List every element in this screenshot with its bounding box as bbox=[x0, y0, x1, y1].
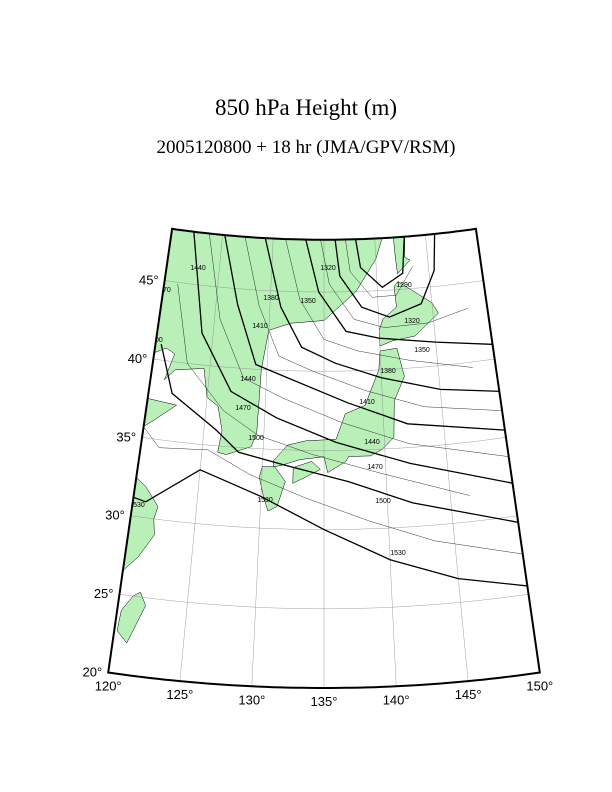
land bbox=[259, 466, 286, 512]
contour-label: 1440 bbox=[240, 376, 256, 383]
land bbox=[378, 281, 439, 347]
contour-label: 1320 bbox=[320, 265, 336, 272]
land bbox=[108, 456, 159, 599]
map-title: 850 hPa Height (m) bbox=[215, 95, 397, 120]
contour-label: 1440 bbox=[364, 439, 380, 446]
contour-line bbox=[303, 231, 505, 346]
contour-label: 1410 bbox=[359, 399, 375, 406]
contour-line bbox=[108, 469, 540, 589]
lat-tick-label: 20° bbox=[83, 665, 103, 680]
contour-line-minor bbox=[344, 231, 413, 298]
contour-line bbox=[192, 228, 526, 487]
contour-label: 1530 bbox=[129, 502, 145, 509]
parallel bbox=[153, 358, 495, 372]
contour-label: 1470 bbox=[367, 464, 383, 471]
contour-label: 1380 bbox=[263, 295, 279, 302]
contour-line bbox=[353, 228, 406, 289]
lon-tick-label: 135° bbox=[311, 694, 338, 709]
land bbox=[116, 591, 146, 644]
map-area: 1440 1470 1500 1380 1410 1350 1320 1290 1320 1350… bbox=[108, 228, 540, 689]
map-subtitle: 2005120800 + 18 hr (JMA/GPV/RSM) bbox=[157, 137, 456, 158]
contour-label: 1320 bbox=[404, 318, 420, 325]
contour-label: 1350 bbox=[300, 298, 316, 305]
contour-line-minor bbox=[135, 416, 537, 557]
land bbox=[292, 461, 321, 484]
lat-tick-label: 30° bbox=[105, 508, 125, 523]
land bbox=[392, 228, 411, 275]
contour-label: 1500 bbox=[248, 435, 264, 442]
lat-tick-label: 35° bbox=[116, 429, 136, 444]
lat-tick-label: 45° bbox=[139, 273, 159, 288]
contour-line-minor bbox=[318, 231, 469, 328]
lon-tick-label: 130° bbox=[238, 692, 265, 707]
contour-label: 1410 bbox=[252, 323, 268, 330]
meridian bbox=[251, 238, 274, 687]
meridian bbox=[425, 234, 469, 682]
contour-line-minor bbox=[243, 228, 515, 412]
contour-label: 1500 bbox=[375, 498, 391, 505]
parallel bbox=[119, 593, 529, 609]
parallel bbox=[164, 280, 484, 293]
contour-label: 1470 bbox=[235, 405, 251, 412]
contour-line bbox=[333, 228, 436, 318]
contour-label: 1290 bbox=[396, 282, 412, 289]
contour-line-minor bbox=[177, 283, 470, 496]
lon-tick-label: 145° bbox=[455, 687, 482, 702]
contour-line-minor bbox=[208, 228, 522, 459]
contour-label: 1380 bbox=[380, 368, 396, 375]
contour-label: 1530 bbox=[257, 497, 273, 504]
contour-line bbox=[160, 343, 532, 526]
map-frame-group: 120° 125° 130° 135° 140° 145° 150° 20° 25° 30° 35°… bbox=[83, 227, 553, 709]
contour-label: 1350 bbox=[414, 347, 430, 354]
contour-line bbox=[262, 229, 512, 393]
land bbox=[131, 228, 385, 455]
lat-tick-label: 40° bbox=[128, 351, 148, 366]
contour-label: 1530 bbox=[390, 550, 406, 557]
contour-line-minor bbox=[283, 230, 473, 368]
parallel bbox=[142, 437, 506, 451]
contour-label: 1440 bbox=[190, 265, 206, 272]
contour-line bbox=[222, 228, 518, 432]
lon-tick-label: 120° bbox=[95, 679, 122, 694]
meridian bbox=[374, 238, 397, 687]
meridian bbox=[179, 234, 223, 682]
map-frame bbox=[107, 227, 541, 689]
land bbox=[273, 348, 405, 473]
lon-tick-label: 150° bbox=[526, 679, 553, 694]
lon-tick-label: 140° bbox=[383, 692, 410, 707]
lon-tick-label: 125° bbox=[166, 687, 193, 702]
lat-tick-label: 25° bbox=[94, 586, 114, 601]
